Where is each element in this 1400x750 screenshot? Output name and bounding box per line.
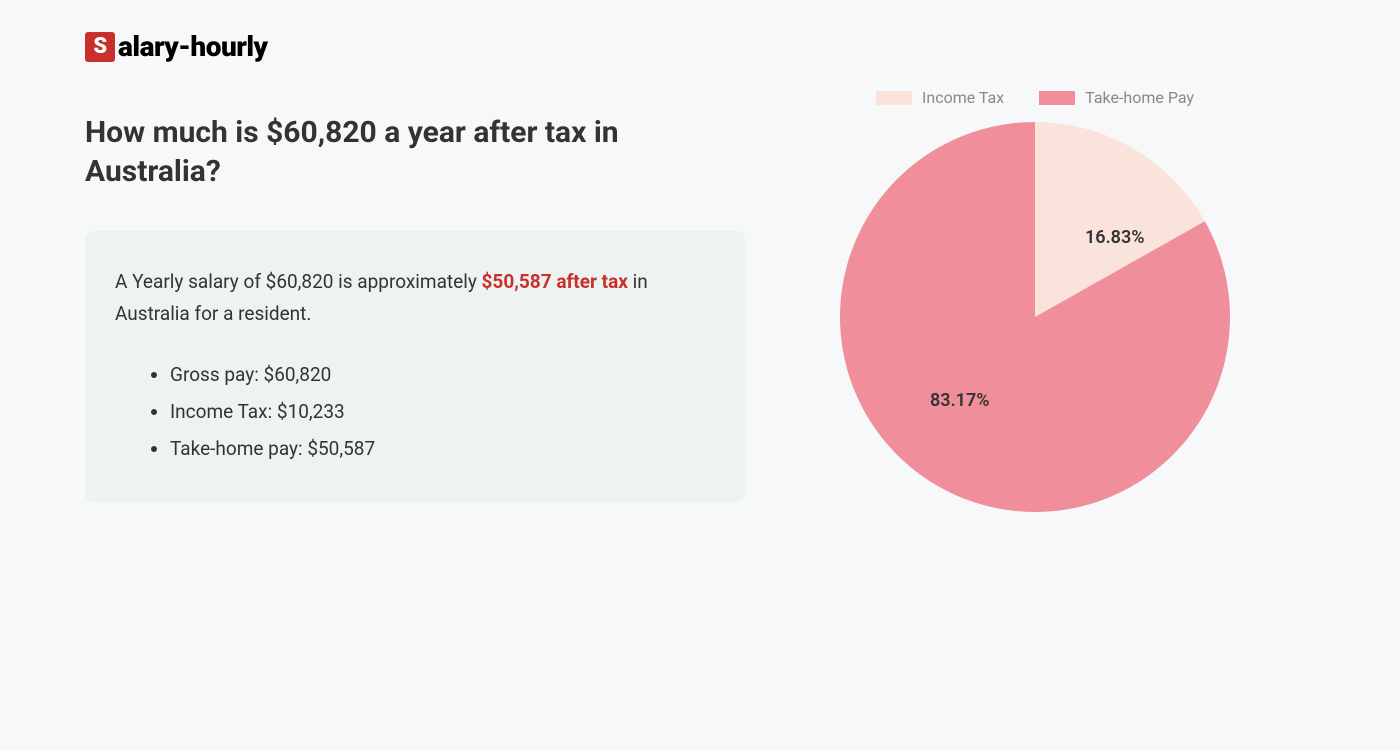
site-logo: Salary-hourly: [85, 30, 1315, 63]
legend-item-take-home: Take-home Pay: [1039, 88, 1194, 107]
list-item: Take-home pay: $50,587: [170, 430, 715, 467]
pie-percent-label: 16.83%: [1085, 227, 1145, 248]
summary-prefix: A Yearly salary of $60,820 is approximat…: [115, 270, 482, 293]
list-item: Gross pay: $60,820: [170, 356, 715, 393]
left-column: How much is $60,820 a year after tax in …: [85, 113, 745, 512]
list-item: Income Tax: $10,233: [170, 393, 715, 430]
page-title: How much is $60,820 a year after tax in …: [85, 113, 745, 191]
legend-swatch: [876, 91, 912, 105]
main-content: How much is $60,820 a year after tax in …: [85, 113, 1315, 512]
chart-column: Income Tax Take-home Pay 16.83% 83.17%: [825, 88, 1245, 512]
bullet-list: Gross pay: $60,820 Income Tax: $10,233 T…: [115, 356, 715, 467]
summary-text: A Yearly salary of $60,820 is approximat…: [115, 266, 715, 331]
logo-s-badge: S: [85, 32, 115, 62]
pie-chart: 16.83% 83.17%: [840, 122, 1230, 512]
legend-swatch: [1039, 91, 1075, 105]
pie-percent-label: 83.17%: [930, 390, 990, 411]
legend-label: Take-home Pay: [1085, 88, 1194, 107]
pie-svg: [840, 122, 1230, 512]
legend-label: Income Tax: [922, 88, 1004, 107]
legend-item-income-tax: Income Tax: [876, 88, 1004, 107]
summary-highlight: $50,587 after tax: [482, 270, 628, 293]
logo-text: alary-hourly: [118, 30, 268, 63]
chart-legend: Income Tax Take-home Pay: [825, 88, 1245, 107]
summary-box: A Yearly salary of $60,820 is approximat…: [85, 231, 745, 502]
